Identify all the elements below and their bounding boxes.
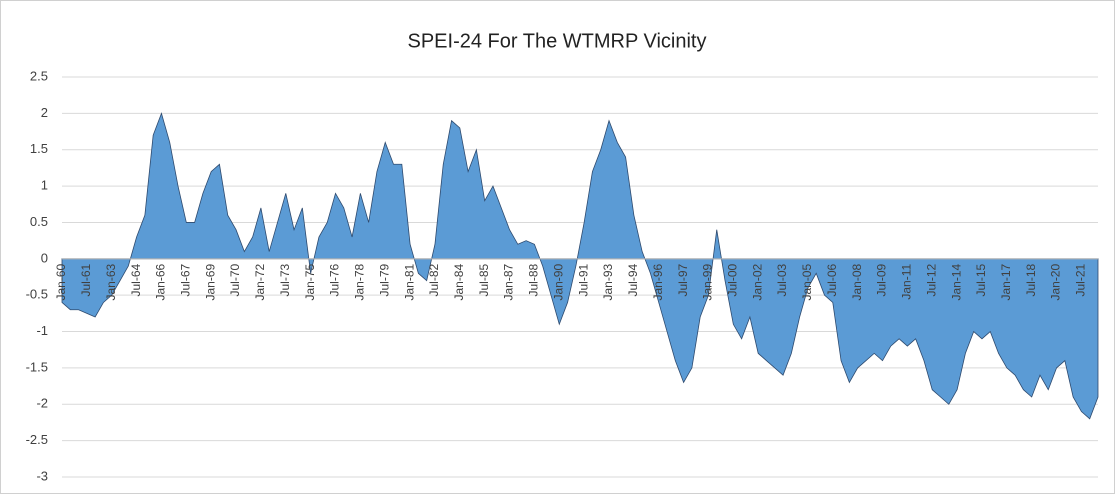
x-tick-label: Jul-03 bbox=[775, 263, 789, 296]
x-tick-label: Jan-81 bbox=[402, 264, 416, 301]
x-tick-label: Jan-90 bbox=[551, 264, 565, 301]
y-tick-label: 1.5 bbox=[30, 141, 48, 156]
x-tick-label: Jan-96 bbox=[651, 264, 665, 301]
x-tick-label: Jul-18 bbox=[1024, 263, 1038, 296]
x-tick-label: Jul-67 bbox=[178, 263, 192, 296]
x-tick-label: Jan-75 bbox=[303, 264, 317, 301]
x-tick-label: Jan-66 bbox=[154, 264, 168, 301]
x-tick-label: Jan-69 bbox=[203, 264, 217, 301]
y-tick-label: -2.5 bbox=[26, 432, 48, 447]
x-tick-label: Jan-78 bbox=[353, 264, 367, 301]
x-tick-label: Jul-79 bbox=[377, 263, 391, 296]
x-tick-label: Jul-76 bbox=[328, 263, 342, 296]
x-tick-label: Jul-70 bbox=[228, 263, 242, 296]
x-tick-label: Jul-85 bbox=[477, 263, 491, 296]
x-tick-label: Jul-82 bbox=[427, 263, 441, 296]
x-tick-label: Jan-93 bbox=[601, 264, 615, 301]
x-tick-label: Jan-14 bbox=[949, 264, 963, 301]
x-tick-label: Jan-02 bbox=[750, 264, 764, 301]
y-tick-label: 0 bbox=[41, 250, 48, 265]
chart-title: SPEI-24 For The WTMRP Vicinity bbox=[408, 30, 707, 52]
x-tick-label: Jan-87 bbox=[502, 264, 516, 301]
x-tick-label: Jul-12 bbox=[924, 263, 938, 296]
x-tick-label: Jan-60 bbox=[54, 264, 68, 301]
x-tick-label: Jan-05 bbox=[800, 264, 814, 301]
x-tick-label: Jul-94 bbox=[626, 263, 640, 296]
y-tick-label: -2 bbox=[36, 396, 48, 411]
x-tick-label: Jul-21 bbox=[1074, 263, 1088, 296]
y-tick-label: 2.5 bbox=[30, 68, 48, 83]
x-tick-label: Jan-72 bbox=[253, 264, 267, 301]
x-tick-label: Jan-99 bbox=[701, 264, 715, 301]
x-tick-label: Jan-11 bbox=[900, 264, 914, 300]
x-tick-label: Jul-97 bbox=[676, 263, 690, 296]
x-tick-label: Jul-88 bbox=[527, 263, 541, 296]
x-tick-label: Jul-15 bbox=[974, 263, 988, 296]
x-tick-label: Jul-91 bbox=[576, 263, 590, 296]
y-tick-label: 2 bbox=[41, 105, 48, 120]
x-tick-label: Jan-84 bbox=[452, 264, 466, 301]
y-tick-label: 0.5 bbox=[30, 214, 48, 229]
x-tick-label: Jan-08 bbox=[850, 264, 864, 301]
x-tick-label: Jul-61 bbox=[79, 263, 93, 296]
x-tick-label: Jan-63 bbox=[104, 264, 118, 301]
x-tick-label: Jul-00 bbox=[725, 263, 739, 296]
x-tick-label: Jan-17 bbox=[999, 264, 1013, 301]
y-tick-label: -3 bbox=[36, 468, 48, 483]
x-tick-label: Jan-20 bbox=[1049, 264, 1063, 301]
x-tick-label: Jul-64 bbox=[129, 263, 143, 296]
y-tick-label: 1 bbox=[41, 178, 48, 193]
y-tick-label: -1 bbox=[36, 323, 48, 338]
x-tick-label: Jul-73 bbox=[278, 263, 292, 296]
area bbox=[61, 112, 1099, 420]
x-tick-label: Jul-06 bbox=[825, 263, 839, 296]
y-tick-label: -1.5 bbox=[26, 359, 48, 374]
x-tick-label: Jul-09 bbox=[875, 263, 889, 296]
y-tick-label: -0.5 bbox=[26, 287, 48, 302]
